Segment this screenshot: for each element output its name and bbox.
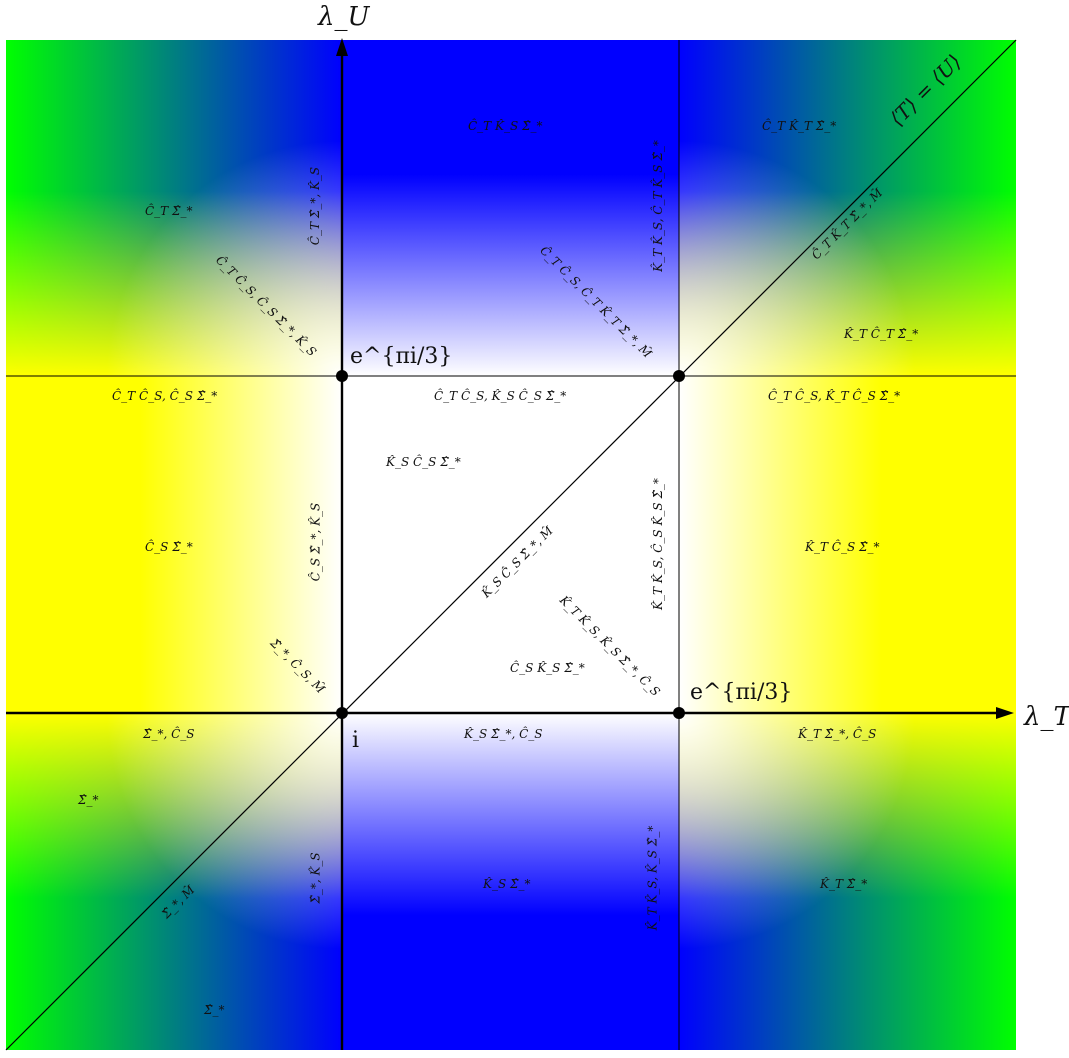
- region-top-center: Ĉ_T K̂_S Σ̂_*: [468, 119, 543, 133]
- region-bottom-center: K̂_S Σ̂_*: [483, 877, 531, 891]
- region-center-upper: K̂_S Ĉ_S Σ̂_*: [386, 455, 461, 469]
- point-i: [336, 707, 348, 719]
- region-right-upper: K̂_T Ĉ_T Σ̂_*: [844, 327, 919, 341]
- boundary-top-row-center: Ĉ_T Ĉ_S, K̂_S Ĉ_S Σ̂_*: [434, 389, 567, 403]
- region-mid-left: Ĉ_S Σ̂_*: [145, 540, 193, 554]
- region-bottom-right: K̂_T Σ̂_*: [820, 877, 868, 891]
- right-row-region: [679, 376, 1016, 713]
- point-upper-left: [336, 370, 348, 382]
- region-bottom-left-a: Σ̂_*: [78, 793, 99, 807]
- point-label-i: i: [352, 728, 360, 753]
- boundary-top-row-left: Ĉ_T Ĉ_S, Ĉ_S Σ̂_*: [112, 389, 218, 403]
- center-region: [342, 376, 679, 713]
- region-mid-right: K̂_T Ĉ_S Σ̂_*: [805, 540, 880, 554]
- point-center-top-right: [673, 370, 685, 382]
- boundary-top-row-right: Ĉ_T Ĉ_S, K̂_T Ĉ_S Σ̂_*: [768, 389, 901, 403]
- region-bottom-left-b: Σ̂_*: [204, 1003, 225, 1017]
- region-top-left: Ĉ_T Σ̂_*: [145, 204, 193, 218]
- region-center-lower: Ĉ_S K̂_S Σ̂_*: [510, 661, 585, 675]
- x-axis-arrow: [996, 707, 1014, 719]
- y-axis-arrow: [336, 38, 348, 56]
- boundary-right-vert-bottom: K̂_T K̂_S, K̂_S Σ̂_*: [645, 825, 660, 931]
- boundary-right-vert-top: K̂_T K̂_S, Ĉ_T K̂_S Σ̂_*: [650, 140, 665, 272]
- point-label-upper-left: e^{πi/3}: [350, 344, 453, 369]
- left-row-region: [6, 376, 342, 713]
- boundary-bottom-row-center: K̂_S Σ̂_*, Ĉ_S: [464, 727, 543, 741]
- bottom-right-corner-region: [679, 713, 1016, 1050]
- boundary-bottom-row-right: K̂_T Σ̂_*, Ĉ_S: [798, 727, 877, 741]
- top-left-corner-region: [6, 40, 342, 376]
- top-column-region: [342, 40, 679, 376]
- boundary-left-vert-top: Ĉ_T Σ̂_*, K̂_S: [308, 166, 323, 246]
- boundary-left-vert-bottom: Σ̂_*, K̂_S: [308, 852, 323, 904]
- boundary-left-vert-mid: Ĉ_S Σ̂_*, K̂_S: [308, 502, 323, 582]
- x-axis-label: λ_T: [1024, 702, 1069, 732]
- diagonal-line: [5, 39, 1017, 1051]
- region-top-right: Ĉ_T K̂_T Σ̂_*: [762, 119, 837, 133]
- point-label-lower-right: e^{πi/3}: [690, 680, 793, 705]
- boundary-right-vert-mid: K̂_T K̂_S, Ĉ_S K̂_S Σ̂_*: [650, 478, 665, 610]
- point-lower-right: [673, 707, 685, 719]
- bottom-column-region: [342, 713, 679, 1050]
- y-axis-label: λ_U: [318, 2, 370, 32]
- boundary-bottom-row-left: Σ̂_*, Ĉ_S: [143, 727, 195, 741]
